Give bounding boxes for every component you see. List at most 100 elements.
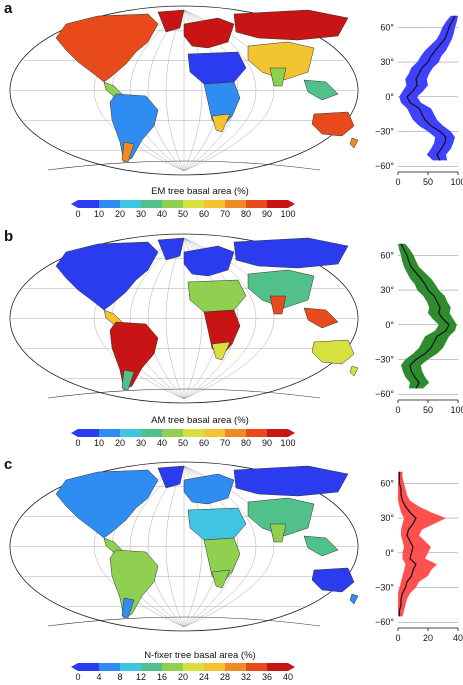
colorbar-gradient bbox=[78, 200, 288, 208]
colorbar-ticks: 0 4 8 12 16 20 24 28 32 36 40 bbox=[75, 672, 293, 684]
y-tick-label: 60° bbox=[380, 22, 394, 32]
mean-line bbox=[400, 243, 450, 389]
colorbar-segment bbox=[267, 429, 288, 437]
continent-africa-south bbox=[211, 341, 231, 361]
world-map-nfixer bbox=[9, 461, 359, 632]
colorbar: 0 10 20 30 40 50 60 70 80 90 100 bbox=[0, 200, 463, 222]
y-tick-label: −30° bbox=[375, 127, 394, 137]
antarctica-outline bbox=[47, 160, 321, 171]
panel-letter: a bbox=[4, 0, 13, 17]
continent-australia bbox=[311, 567, 355, 593]
colorbar-min-arrow bbox=[71, 200, 78, 208]
y-tick-label: 30° bbox=[380, 285, 394, 295]
panel-c: c 60° 30° 0° −30° −60° 0 20 40 N-fixer tree bas… bbox=[0, 456, 463, 685]
colorbar-gradient bbox=[78, 429, 288, 437]
colorbar-tick-label: 60 bbox=[198, 438, 210, 448]
colorbar-tick-label: 90 bbox=[261, 438, 273, 448]
x-tick-label: 100 bbox=[450, 177, 463, 187]
colorbar-segment bbox=[78, 663, 99, 671]
continent-south-america-south bbox=[121, 141, 135, 163]
colorbar-max-arrow bbox=[288, 200, 295, 208]
x-tick-label: 50 bbox=[423, 177, 433, 187]
colorbar-segment bbox=[78, 200, 99, 208]
latitude-profile-am: 60° 30° 0° −30° −60°0 50 100 bbox=[375, 243, 463, 415]
antarctica-outline bbox=[47, 616, 321, 627]
colorbar-tick-label: 90 bbox=[261, 209, 273, 219]
colorbar-tick-label: 8 bbox=[117, 672, 123, 682]
colorbar-tick-label: 10 bbox=[93, 438, 105, 448]
colorbar-tick-label: 28 bbox=[219, 672, 231, 682]
y-tick-label: 0° bbox=[385, 92, 394, 102]
uncertainty-band bbox=[399, 15, 458, 161]
continent-new-zealand bbox=[349, 593, 359, 605]
continent-australia bbox=[311, 111, 355, 137]
colorbar-tick-label: 10 bbox=[93, 209, 105, 219]
continent-india bbox=[269, 295, 287, 315]
continent-asia-north bbox=[233, 465, 349, 497]
y-tick-label: 60° bbox=[380, 250, 394, 260]
continent-india bbox=[269, 67, 287, 87]
latitude-profile-em: 60° 30° 0° −30° −60°0 50 100 bbox=[375, 15, 463, 187]
continent-asia-north bbox=[233, 237, 349, 269]
world-map-am bbox=[9, 233, 359, 404]
colorbar-segment bbox=[141, 429, 162, 437]
colorbar-segment bbox=[183, 429, 204, 437]
y-tick-label: 60° bbox=[380, 478, 394, 488]
colorbar-ticks: 0 10 20 30 40 50 60 70 80 90 100 bbox=[75, 209, 295, 221]
continent-greenland bbox=[157, 9, 185, 33]
panel-letter: c bbox=[4, 456, 13, 473]
y-tick-label: 0° bbox=[385, 320, 394, 330]
colorbar-segment bbox=[120, 663, 141, 671]
x-tick-label: 0 bbox=[395, 633, 400, 643]
continent-asia-north bbox=[233, 9, 349, 41]
colorbar-segment bbox=[162, 429, 183, 437]
colorbar-segment bbox=[225, 663, 246, 671]
antarctica-outline bbox=[47, 388, 321, 399]
colorbar-segment bbox=[267, 200, 288, 208]
continent-north-america bbox=[55, 13, 159, 83]
uncertainty-band bbox=[398, 471, 446, 617]
continent-europe bbox=[183, 17, 235, 49]
colorbar-title: N-fixer tree basal area (%) bbox=[144, 650, 256, 661]
colorbar-segment bbox=[204, 429, 225, 437]
world-map-em bbox=[9, 5, 359, 176]
x-tick-label: 40 bbox=[453, 633, 463, 643]
colorbar-tick-label: 0 bbox=[75, 438, 81, 448]
colorbar-segment bbox=[183, 663, 204, 671]
colorbar-tick-label: 40 bbox=[156, 209, 168, 219]
colorbar-tick-label: 12 bbox=[135, 672, 147, 682]
colorbar-tick-label: 24 bbox=[198, 672, 210, 682]
continent-asia-south bbox=[247, 41, 315, 81]
colorbar-tick-label: 0 bbox=[75, 672, 81, 682]
mean-line bbox=[398, 471, 417, 617]
colorbar-tick-label: 50 bbox=[177, 438, 189, 448]
continent-south-america bbox=[109, 321, 159, 391]
colorbar-segment bbox=[246, 429, 267, 437]
x-tick-label: 20 bbox=[423, 633, 433, 643]
continent-greenland bbox=[157, 465, 185, 489]
panel-a: a 60°30°0°−30°−60°050100 EM tree basal a… bbox=[0, 0, 463, 222]
continent-europe bbox=[183, 473, 235, 505]
continent-new-zealand bbox=[349, 137, 359, 149]
colorbar-title: EM tree basal area (%) bbox=[151, 186, 249, 197]
continent-south-america bbox=[109, 549, 159, 619]
colorbar-tick-label: 4 bbox=[96, 672, 102, 682]
continent-africa-south bbox=[211, 569, 231, 589]
colorbar-max-arrow bbox=[288, 429, 295, 437]
colorbar-tick-label: 100 bbox=[280, 209, 296, 219]
colorbar-min-arrow bbox=[71, 663, 78, 671]
y-tick-label: 30° bbox=[380, 513, 394, 523]
continent-north-america bbox=[55, 469, 159, 539]
colorbar-tick-label: 70 bbox=[219, 209, 231, 219]
colorbar-tick-label: 20 bbox=[114, 438, 126, 448]
y-tick-label: −30° bbox=[375, 583, 394, 593]
x-tick-label: 100 bbox=[450, 405, 463, 415]
continent-asia-south bbox=[247, 497, 315, 537]
continent-africa-south bbox=[211, 113, 231, 133]
colorbar-ticks: 0 10 20 30 40 50 60 70 80 90 100 bbox=[75, 438, 295, 450]
continent-southeast-asia bbox=[303, 79, 339, 101]
colorbar-tick-label: 40 bbox=[156, 438, 168, 448]
colorbar-tick-label: 100 bbox=[280, 438, 296, 448]
colorbar-segment bbox=[225, 429, 246, 437]
colorbar-segment bbox=[120, 429, 141, 437]
